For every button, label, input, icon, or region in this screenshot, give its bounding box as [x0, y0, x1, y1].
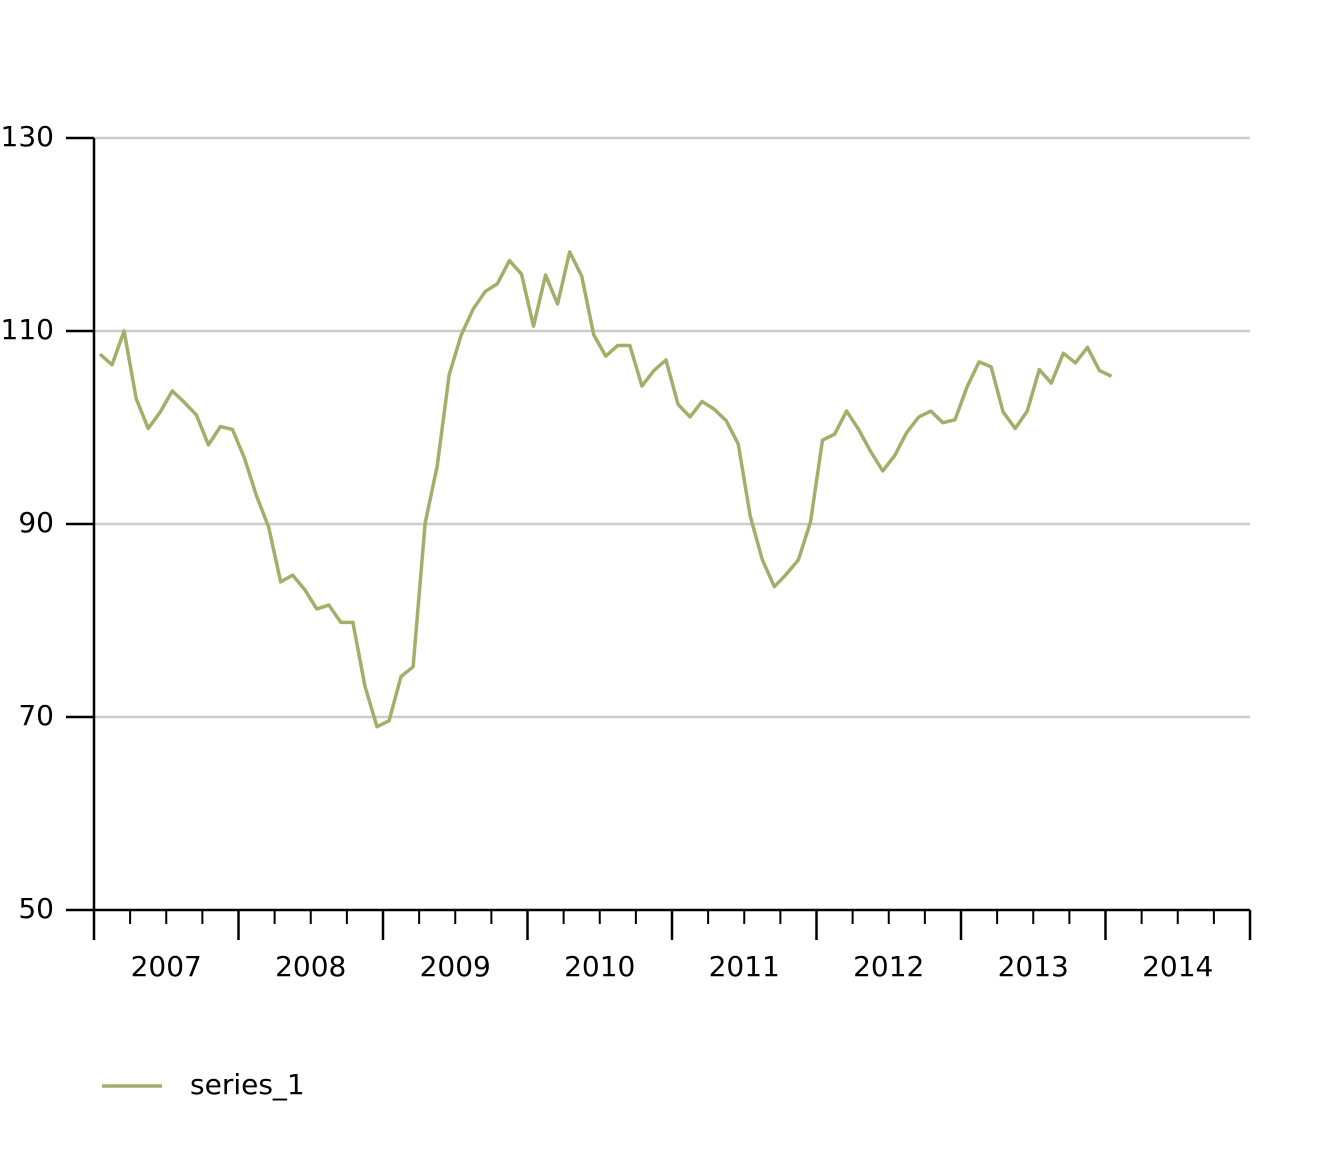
x-tick-label: 2011: [709, 950, 780, 983]
x-tick-label: 2014: [1142, 950, 1213, 983]
x-tick-label: 2007: [131, 950, 202, 983]
y-tick-label: 110: [1, 313, 54, 346]
x-tick-label: 2012: [853, 950, 924, 983]
x-tick-label: 2010: [564, 950, 635, 983]
y-tick-label: 90: [18, 506, 54, 539]
legend-label: series_1: [190, 1068, 305, 1101]
y-tick-label: 50: [18, 892, 54, 925]
line-series: [98, 250, 1113, 729]
x-tick-label: 2013: [998, 950, 1069, 983]
y-tick-label: 130: [1, 120, 54, 153]
x-tick-label: 2009: [420, 950, 491, 983]
y-tick-label: 70: [18, 699, 54, 732]
x-tick-label: 2008: [275, 950, 346, 983]
